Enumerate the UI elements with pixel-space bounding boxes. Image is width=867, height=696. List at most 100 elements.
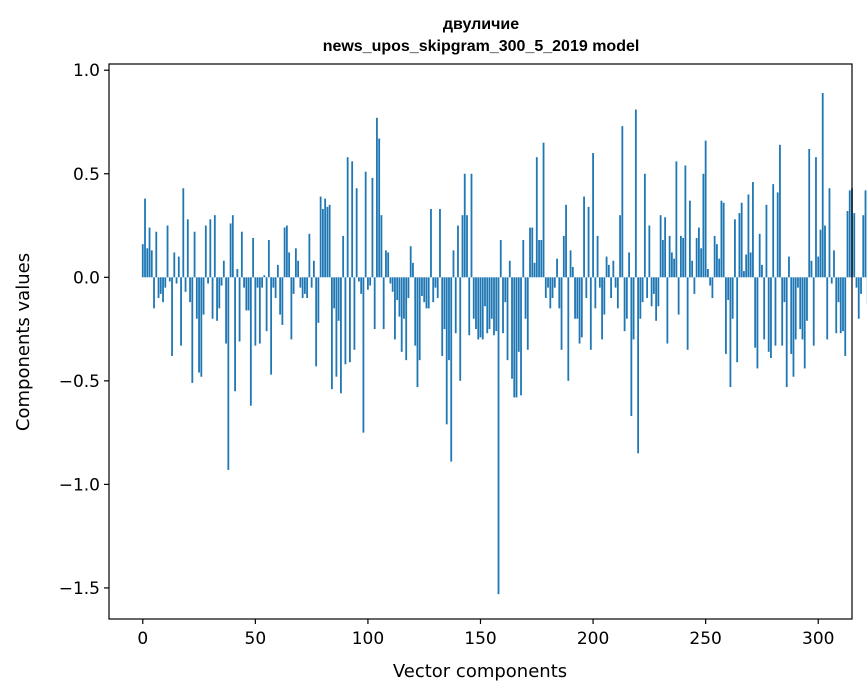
bar-278 (767, 277, 770, 352)
bar-308 (835, 277, 838, 334)
bar-266 (740, 202, 743, 278)
bar-316 (853, 213, 856, 278)
bar-124 (421, 277, 423, 296)
bar-284 (781, 277, 784, 346)
bar-277 (765, 204, 768, 278)
bar-289 (792, 277, 795, 377)
bar-196 (583, 196, 585, 278)
chart-subtitle: news_upos_skipgram_300_5_2019 model (323, 38, 640, 55)
bar-39 (229, 223, 232, 278)
bar-172 (529, 227, 531, 278)
bar-229 (657, 277, 660, 307)
y-axis-ticks: −1.5 −1.0 −0.5 0.0 0.5 1.0 (59, 61, 109, 599)
bar-38 (227, 277, 230, 470)
chart-title: двуличие (443, 16, 519, 33)
bar-74 (308, 233, 311, 278)
bar-180 (547, 277, 549, 288)
bar-41 (234, 277, 236, 392)
bar-208 (610, 277, 612, 299)
bar-78 (317, 277, 320, 323)
bar-32 (213, 215, 216, 278)
bar-270 (749, 252, 752, 278)
bar-95 (355, 188, 358, 278)
bar-37 (225, 277, 227, 344)
bar-2 (146, 248, 149, 278)
bar-139 (454, 277, 457, 334)
bar-166 (515, 277, 518, 398)
bar-236 (673, 258, 676, 278)
bar-114 (398, 277, 401, 317)
bar-146 (470, 173, 473, 278)
bar-240 (682, 237, 685, 278)
bar-108 (385, 250, 387, 278)
bar-181 (549, 277, 552, 309)
bar-150 (479, 277, 482, 338)
bar-105 (378, 138, 381, 278)
bar-226 (650, 277, 653, 307)
bar-246 (695, 237, 698, 278)
bar-72 (303, 277, 306, 294)
bar-118 (407, 277, 410, 299)
bar-175 (535, 157, 538, 278)
bar-292 (799, 277, 802, 330)
bar-13 (171, 277, 173, 356)
bar-188 (565, 204, 567, 278)
bar-60 (276, 264, 279, 278)
bar-214 (623, 277, 626, 332)
bar-84 (331, 277, 333, 390)
bar-285 (783, 277, 786, 303)
bar-319 (860, 277, 862, 294)
bar-112 (394, 277, 396, 340)
bar-131 (436, 277, 439, 299)
bar-168 (520, 277, 522, 396)
bar-137 (450, 277, 453, 462)
bar-68 (294, 248, 297, 278)
bar-184 (556, 258, 558, 278)
bar-158 (497, 277, 500, 595)
bar-26 (200, 277, 203, 377)
bar-203 (598, 277, 601, 288)
bar-287 (788, 256, 790, 278)
bar-120 (412, 262, 414, 278)
bar-317 (855, 277, 858, 288)
bar-233 (666, 277, 669, 344)
bar-115 (400, 277, 403, 352)
bar-63 (283, 227, 286, 278)
bar-231 (661, 240, 664, 278)
bar-100 (367, 277, 369, 290)
x-tick-label: 250 (689, 629, 721, 649)
bar-49 (252, 237, 254, 278)
bar-202 (596, 235, 599, 278)
bar-155 (490, 277, 493, 319)
bar-56 (267, 240, 270, 278)
x-tick-label: 0 (137, 629, 148, 649)
bar-59 (274, 277, 277, 299)
bar-298 (812, 277, 815, 346)
bar-245 (693, 277, 696, 294)
bar-272 (754, 277, 757, 348)
bar-4 (150, 250, 153, 278)
bar-14 (173, 252, 176, 278)
x-axis-ticks: 0 50 100 150 200 250 300 (137, 619, 834, 649)
bar-71 (301, 277, 304, 299)
bar-224 (646, 277, 649, 299)
bar-129 (432, 277, 435, 303)
bar-7 (157, 277, 160, 299)
bar-55 (265, 277, 268, 332)
bar-119 (409, 246, 412, 278)
bar-156 (493, 277, 495, 336)
bar-128 (430, 208, 432, 278)
bar-67 (292, 277, 295, 294)
bar-35 (220, 277, 223, 286)
bar-6 (155, 231, 158, 278)
bar-259 (725, 277, 727, 354)
bar-58 (272, 277, 275, 288)
bar-75 (310, 277, 313, 288)
bar-178 (542, 142, 545, 278)
bar-140 (457, 225, 459, 278)
bar-205 (603, 277, 606, 315)
bar-238 (677, 277, 680, 315)
bar-98 (362, 277, 365, 433)
bar-306 (830, 277, 833, 284)
